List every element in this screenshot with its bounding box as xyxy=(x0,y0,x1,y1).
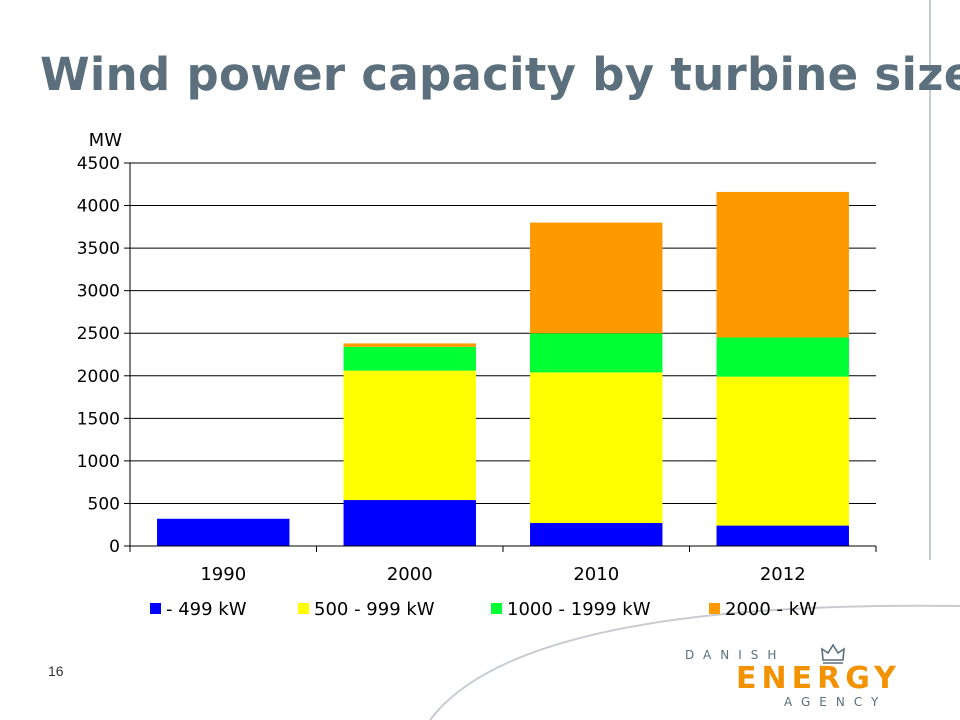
legend-label-1: 500 - 999 kW xyxy=(314,599,435,620)
decor-curve-line xyxy=(429,604,960,720)
logo-top-text: DANISH xyxy=(685,648,786,662)
x-category-label-2010: 2010 xyxy=(573,564,619,585)
y-tick-label-3: 1500 xyxy=(77,409,120,429)
bar-2012-series-3 xyxy=(716,191,849,338)
bar-2012-series-1 xyxy=(716,376,849,526)
page-number: 16 xyxy=(48,663,64,679)
chart-bars xyxy=(157,191,849,546)
legend-swatch-1 xyxy=(298,603,309,614)
logo-bottom-text: AGENCY xyxy=(784,695,888,709)
bar-2012-series-2 xyxy=(716,337,849,377)
y-axis-unit-label: MW xyxy=(89,130,123,151)
y-tick-label-2: 1000 xyxy=(77,452,120,472)
bar-2010-series-3 xyxy=(530,222,663,334)
slide-title: Wind power capacity by turbine size xyxy=(40,48,960,101)
y-tick-label-1: 500 xyxy=(88,494,120,514)
stacked-bar-chart: 0 500 1000 1500 2000 2500 3000 3500 4000 4500 199… xyxy=(77,130,877,620)
x-category-label-1990: 1990 xyxy=(200,564,246,585)
y-tick-label-8: 4000 xyxy=(77,197,120,217)
legend-label-2: 1000 - 1999 kW xyxy=(507,599,651,620)
chart-legend: - 499 kW 500 - 999 kW 1000 - 1999 kW 2000 -… xyxy=(150,599,817,620)
bar-2010-series-2 xyxy=(530,333,663,373)
x-category-label-2012: 2012 xyxy=(760,564,806,585)
logo-main-text: ENERGY xyxy=(736,661,901,696)
bar-2010-series-0 xyxy=(530,523,663,546)
legend-swatch-0 xyxy=(150,603,161,614)
legend-label-3: 2000 - kW xyxy=(725,599,817,620)
x-axis-categories: 1990 2000 2010 2012 xyxy=(200,564,805,585)
bar-2010-series-1 xyxy=(530,372,663,524)
y-axis-ticks: 0 500 1000 1500 2000 2500 3000 3500 4000 4500 xyxy=(77,154,120,557)
bar-2012-series-0 xyxy=(716,525,849,546)
chart-axes xyxy=(124,162,877,552)
y-tick-label-7: 3500 xyxy=(77,239,120,259)
y-tick-label-5: 2500 xyxy=(77,324,120,344)
bar-2000-series-2 xyxy=(343,346,476,371)
legend-swatch-2 xyxy=(491,603,502,614)
y-tick-label-6: 3000 xyxy=(77,282,120,302)
y-tick-label-4: 2000 xyxy=(77,367,120,387)
bar-2000-series-1 xyxy=(343,370,476,501)
legend-swatch-3 xyxy=(709,603,720,614)
legend-label-0: - 499 kW xyxy=(166,599,247,620)
crown-icon xyxy=(821,643,845,664)
y-tick-label-0: 0 xyxy=(109,537,120,557)
x-category-label-2000: 2000 xyxy=(387,564,433,585)
y-tick-label-9: 4500 xyxy=(77,154,120,174)
danish-energy-agency-logo: DANISH ENERGY AGENCY xyxy=(680,640,940,715)
bar-2000-series-3 xyxy=(343,343,476,347)
bar-1990-series-0 xyxy=(157,518,290,546)
bar-2000-series-0 xyxy=(343,500,476,546)
